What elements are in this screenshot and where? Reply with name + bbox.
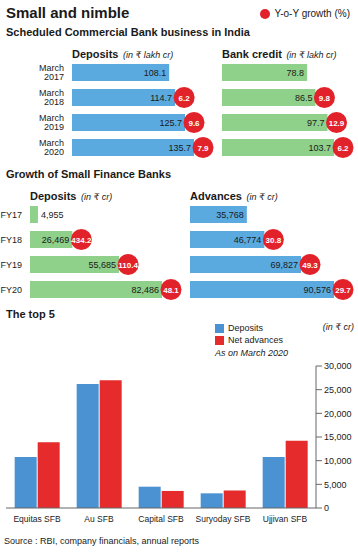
svg-text:15,000: 15,000 (324, 432, 352, 442)
svg-text:69,827: 69,827 (270, 260, 298, 270)
html-text:The top 5: The top 5 (6, 308, 55, 320)
svg-text:46,774: 46,774 (234, 235, 262, 245)
svg-text:12.9: 12.9 (329, 119, 345, 128)
svg-text:Au SFB: Au SFB (84, 514, 114, 524)
svg-text:FY17: FY17 (0, 210, 22, 220)
html-text:Bank credit (in ₹ lakh cr): Bank credit (in ₹ lakh cr) (222, 48, 337, 60)
svg-text:30,000: 30,000 (324, 361, 352, 371)
svg-text:86.5: 86.5 (295, 93, 313, 103)
svg-text:March2018: March2018 (39, 88, 64, 107)
svg-text:Ujjivan SFB: Ujjivan SFB (263, 514, 308, 524)
svg-text:97.7: 97.7 (307, 118, 325, 128)
html-text:Deposits (in ₹ lakh cr): Deposits (in ₹ lakh cr) (72, 48, 174, 60)
svg-text:29.7: 29.7 (335, 286, 351, 295)
svg-text:114.7: 114.7 (150, 93, 172, 103)
svg-text:4,955: 4,955 (41, 210, 64, 220)
svg-text:30.8: 30.8 (266, 236, 282, 245)
svg-text:Suryoday SFB: Suryoday SFB (196, 514, 251, 524)
svg-text:90,576: 90,576 (303, 285, 331, 295)
svg-text:March2017: March2017 (39, 63, 64, 82)
svg-text:March2020: March2020 (39, 138, 64, 157)
html-text:Source : RBI, company financia: Source : RBI, company financials, annual… (4, 536, 200, 546)
svg-text:Capital SFB: Capital SFB (138, 514, 184, 524)
svg-text:25,000: 25,000 (324, 385, 352, 395)
svg-text:March2019: March2019 (39, 113, 64, 132)
svg-text:FY18: FY18 (0, 235, 22, 245)
svg-text:10,000: 10,000 (324, 456, 352, 466)
svg-text:48.1: 48.1 (163, 286, 179, 295)
svg-text:5,000: 5,000 (324, 480, 347, 490)
svg-text:35,768: 35,768 (216, 210, 244, 220)
svg-text:26,469: 26,469 (42, 235, 70, 245)
html-text:Y-o-Y growth (%): Y-o-Y growth (%) (274, 8, 350, 19)
svg-text:9.8: 9.8 (319, 94, 331, 103)
svg-text:49.3: 49.3 (302, 261, 318, 270)
html-text:Net advances: Net advances (228, 335, 283, 345)
svg-text:9.6: 9.6 (188, 119, 200, 128)
svg-text:135.7: 135.7 (168, 143, 191, 153)
html-text:Deposits: Deposits (228, 323, 263, 333)
svg-text:434.2: 434.2 (71, 236, 92, 245)
svg-text:55,685: 55,685 (89, 260, 117, 270)
html-text:(in ₹ cr): (in ₹ cr) (322, 322, 354, 332)
html-text:Scheduled Commercial Bank busi: Scheduled Commercial Bank business in In… (6, 26, 250, 38)
svg-text:Equitas SFB: Equitas SFB (13, 514, 61, 524)
html-text:Advances (in ₹ cr): Advances (in ₹ cr) (190, 190, 278, 202)
svg-text:125.7: 125.7 (159, 118, 182, 128)
html-text:Small and nimble: Small and nimble (6, 4, 130, 21)
svg-text:6.2: 6.2 (179, 94, 191, 103)
svg-text:110.4: 110.4 (118, 261, 138, 270)
svg-text:103.7: 103.7 (308, 143, 331, 153)
svg-text:82,486: 82,486 (131, 285, 159, 295)
svg-text:FY20: FY20 (0, 285, 22, 295)
html-text:Deposits (in ₹ cr): Deposits (in ₹ cr) (30, 190, 113, 202)
svg-text:78.8: 78.8 (287, 68, 305, 78)
html-text:As on March 2020: As on March 2020 (215, 348, 288, 358)
svg-text:0: 0 (324, 503, 329, 513)
svg-text:108.1: 108.1 (144, 68, 167, 78)
svg-text:20,000: 20,000 (324, 409, 352, 419)
svg-text:6.2: 6.2 (337, 144, 349, 153)
svg-text:7.9: 7.9 (197, 144, 209, 153)
svg-text:FY19: FY19 (0, 260, 22, 270)
html-text:Growth of Small Finance Banks: Growth of Small Finance Banks (6, 168, 171, 180)
